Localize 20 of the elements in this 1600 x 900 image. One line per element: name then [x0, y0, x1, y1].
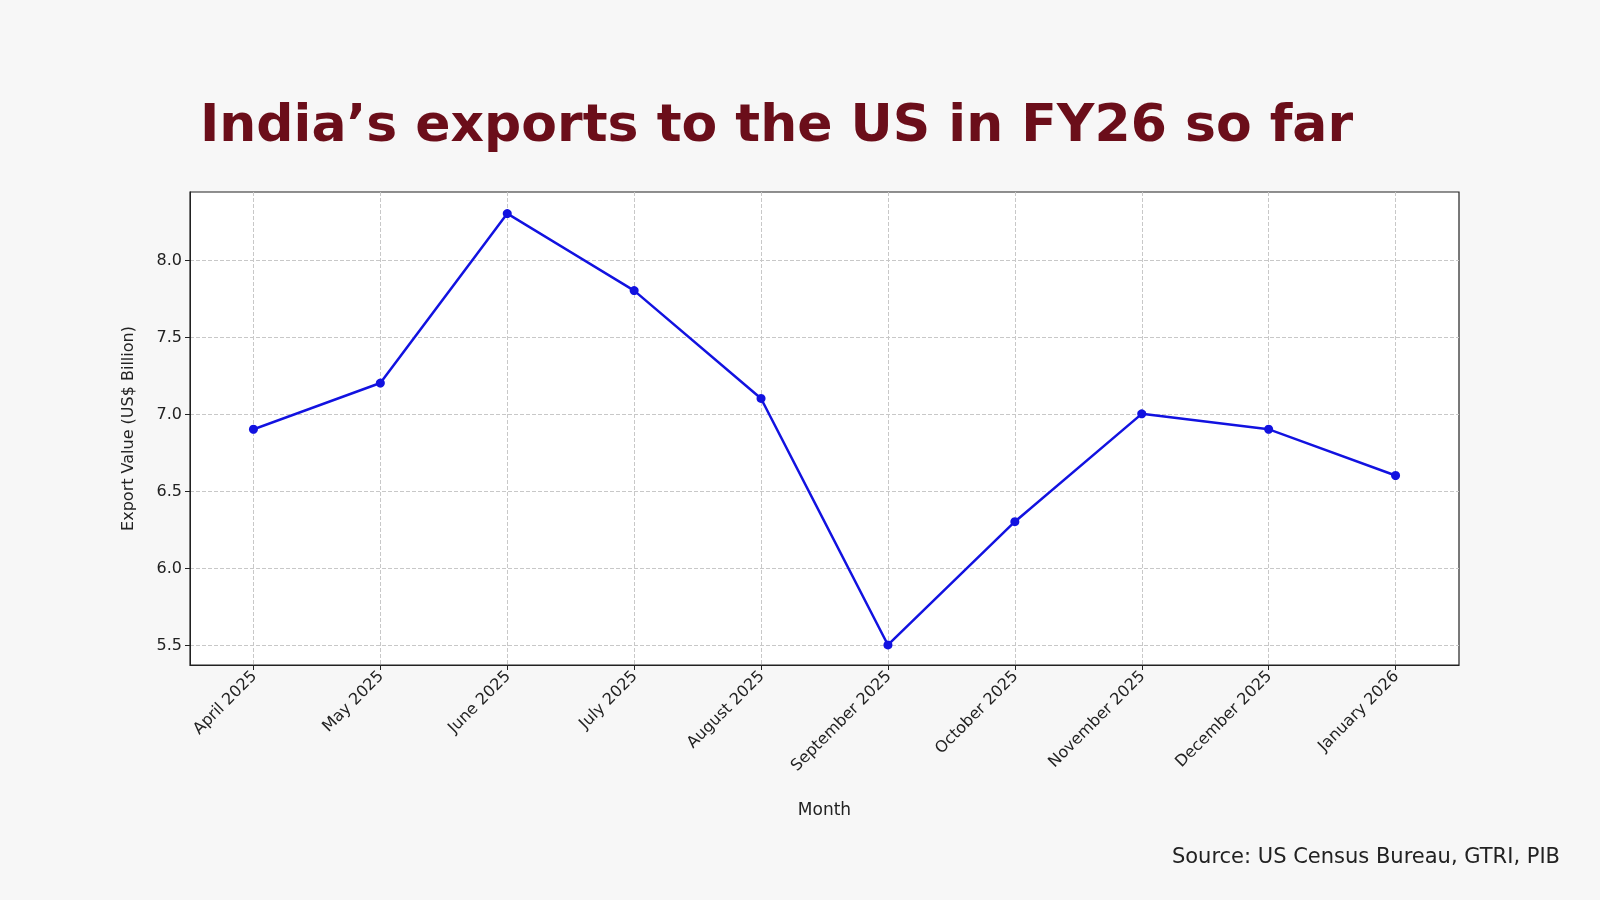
point	[1391, 470, 1401, 480]
y-tick-label: 6.0	[156, 558, 182, 578]
point	[756, 393, 766, 403]
y-tick-label: 7.0	[156, 404, 182, 424]
point	[1137, 409, 1147, 419]
point	[1010, 517, 1020, 527]
source-note: Source: US Census Bureau, GTRI, PIB	[1171, 843, 1561, 868]
y-tick-label: 5.5	[156, 635, 182, 655]
point	[375, 378, 385, 388]
y-tick-label: 7.5	[156, 327, 182, 347]
point	[248, 424, 258, 434]
point	[1264, 424, 1274, 434]
x-axis-title: Month	[797, 798, 852, 819]
chart-title: India’s exports to the US in FY26 so far	[200, 93, 1354, 153]
y-tick-label: 8.0	[156, 250, 182, 270]
y-tick-label: 6.5	[156, 481, 182, 501]
point	[502, 209, 512, 219]
point	[883, 640, 893, 650]
point	[629, 286, 639, 296]
y-axis-title: Export Value (US$ Billion)	[117, 326, 137, 531]
